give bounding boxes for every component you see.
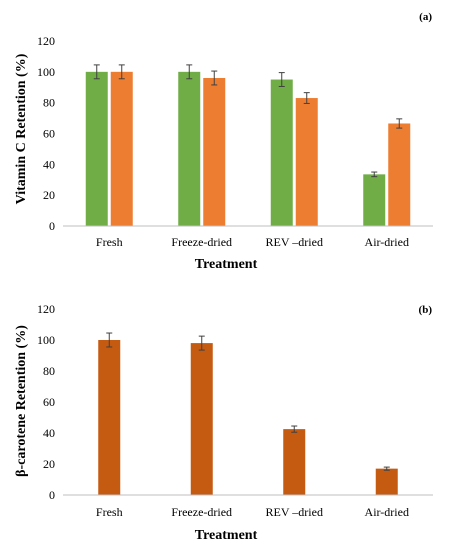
y-tick-label: 0 xyxy=(49,488,55,502)
y-tick-label: 100 xyxy=(37,333,55,347)
bar xyxy=(98,340,121,495)
error-bars-a xyxy=(93,64,403,178)
y-tick-label: 0 xyxy=(49,219,55,233)
bars-b xyxy=(98,340,398,495)
bar xyxy=(295,98,318,226)
y-tick-label: 80 xyxy=(43,96,55,110)
panel-label-a: (a) xyxy=(419,11,432,23)
chart-vitamin-c: (a) Vitamin C Retention (%) Treatment 0 2… xyxy=(14,11,433,272)
bar xyxy=(388,123,411,226)
bar xyxy=(270,79,293,227)
x-category-label: REV –dried xyxy=(266,235,323,249)
y-tick-label: 40 xyxy=(43,426,55,440)
y-tick-label: 60 xyxy=(43,127,55,141)
bar xyxy=(203,78,226,226)
x-axis-title-a: Treatment xyxy=(195,257,258,272)
bar xyxy=(110,71,133,226)
y-tick-label: 40 xyxy=(43,157,55,171)
bar xyxy=(178,71,201,226)
y-axis-title-a: Vitamin C Retention (%) xyxy=(14,53,29,204)
x-category-label: Freeze-dried xyxy=(171,235,232,249)
bar xyxy=(85,71,108,226)
chart-beta-carotene: (b) β-carotene Retention (%) Treatment 0… xyxy=(14,302,433,543)
x-category-label: Air-dried xyxy=(365,235,409,249)
bar xyxy=(363,174,386,226)
x-categories-a: Fresh Freeze-dried REV –dried Air-dried xyxy=(96,235,409,249)
error-bars-b xyxy=(106,332,390,471)
y-tick-label: 100 xyxy=(37,65,55,79)
y-tick-label: 60 xyxy=(43,395,55,409)
x-category-label: Freeze-dried xyxy=(171,505,232,519)
y-ticks-a: 0 20 40 60 80 100 120 xyxy=(37,34,55,233)
y-tick-label: 120 xyxy=(37,302,55,316)
x-category-label: Air-dried xyxy=(365,505,409,519)
y-ticks-b: 0 20 40 60 80 100 120 xyxy=(37,302,55,502)
bar xyxy=(283,429,306,495)
x-categories-b: Fresh Freeze-dried REV –dried Air-dried xyxy=(96,505,409,519)
bar xyxy=(375,468,398,495)
panel-label-b: (b) xyxy=(419,304,433,316)
y-tick-label: 80 xyxy=(43,364,55,378)
x-category-label: REV –dried xyxy=(266,505,323,519)
x-category-label: Fresh xyxy=(96,505,123,519)
y-tick-label: 120 xyxy=(37,34,55,48)
x-axis-title-b: Treatment xyxy=(195,528,258,543)
bars-a xyxy=(85,71,411,227)
bar xyxy=(190,343,213,495)
y-tick-label: 20 xyxy=(43,457,55,471)
y-tick-label: 20 xyxy=(43,188,55,202)
x-category-label: Fresh xyxy=(96,235,123,249)
y-axis-title-b: β-carotene Retention (%) xyxy=(14,325,29,477)
